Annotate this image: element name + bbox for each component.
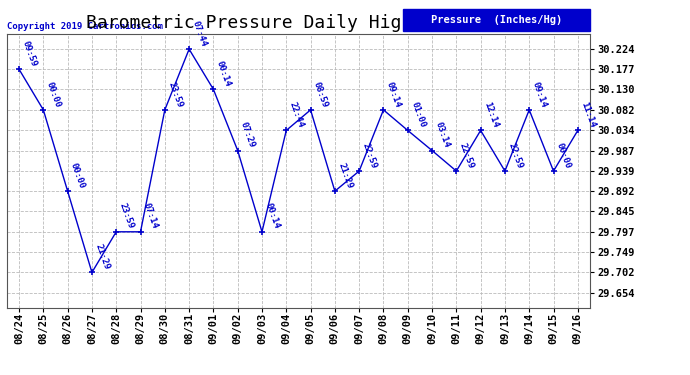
Text: 21:29: 21:29 <box>336 161 354 190</box>
Text: 00:00: 00:00 <box>69 161 87 190</box>
Text: 01:00: 01:00 <box>409 101 427 129</box>
Text: 07:29: 07:29 <box>239 121 257 149</box>
Text: 00:00: 00:00 <box>45 80 62 108</box>
Text: 12:14: 12:14 <box>482 101 500 129</box>
Text: 11:14: 11:14 <box>579 101 597 129</box>
Text: 23:59: 23:59 <box>117 202 135 230</box>
Text: 23:59: 23:59 <box>166 80 184 108</box>
Text: 00:00: 00:00 <box>555 141 573 170</box>
Text: Pressure  (Inches/Hg): Pressure (Inches/Hg) <box>431 15 562 25</box>
Title: Barometric Pressure Daily High 20190917: Barometric Pressure Daily High 20190917 <box>86 14 511 32</box>
Text: 09:14: 09:14 <box>385 80 402 108</box>
Text: 07:14: 07:14 <box>142 202 159 230</box>
Text: 22:59: 22:59 <box>457 141 475 170</box>
Text: 09:59: 09:59 <box>21 39 38 68</box>
Text: Copyright 2019 Cartronics.com: Copyright 2019 Cartronics.com <box>7 22 163 31</box>
Text: 09:14: 09:14 <box>531 80 549 108</box>
Text: 22:59: 22:59 <box>506 141 524 170</box>
Text: 00:14: 00:14 <box>215 60 233 88</box>
Text: 08:59: 08:59 <box>312 80 330 108</box>
FancyBboxPatch shape <box>404 9 590 31</box>
Text: 22:59: 22:59 <box>361 141 378 170</box>
Text: 07:44: 07:44 <box>190 20 208 48</box>
Text: 00:14: 00:14 <box>264 202 281 230</box>
Text: 21:29: 21:29 <box>93 243 111 271</box>
Text: 03:14: 03:14 <box>433 121 451 149</box>
Text: 22:44: 22:44 <box>288 101 305 129</box>
